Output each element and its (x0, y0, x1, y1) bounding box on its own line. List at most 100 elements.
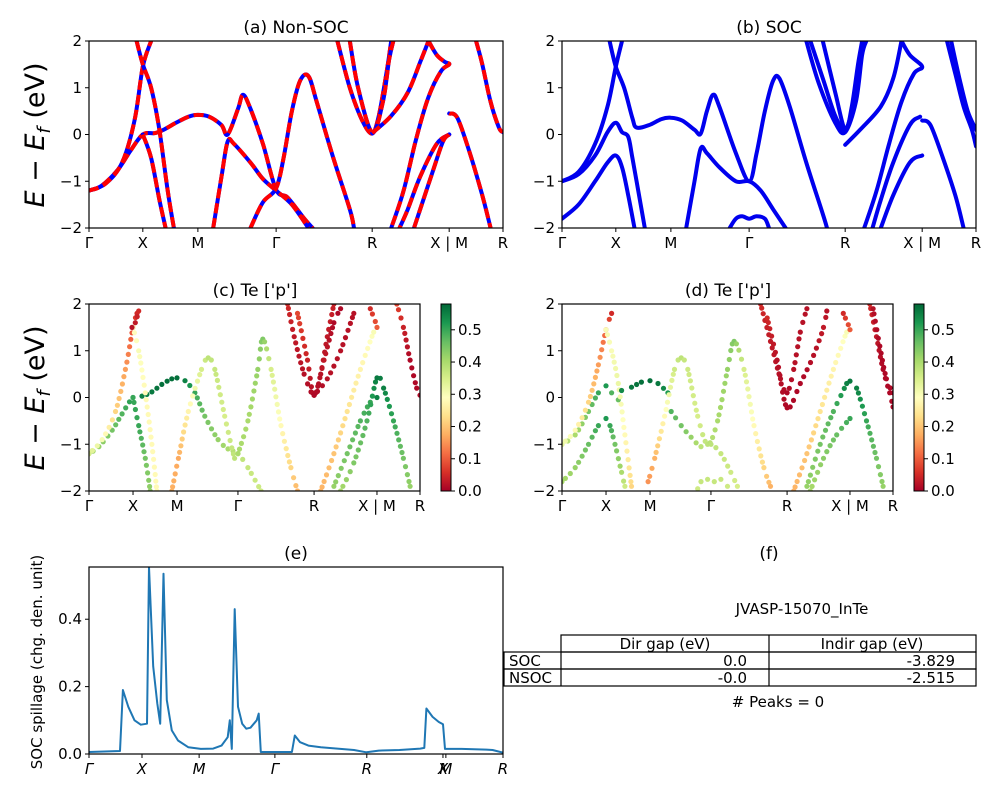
panel-c-band-6-point (216, 384, 222, 390)
panel-d-band-6-point (666, 392, 672, 398)
panel-d-band-12-point (828, 415, 834, 421)
panel-c-band-10-point (351, 387, 357, 393)
panel-d-band-12-point (815, 448, 821, 454)
panel-d-band-6-point (766, 479, 772, 485)
panel-c-band-6-point (230, 451, 236, 457)
panel-c-band-6-point (192, 385, 198, 391)
panel-c-band-12-point (364, 418, 370, 424)
panel-d-band-14-point (857, 396, 863, 402)
panel-c-xtick-label: Γ (234, 497, 243, 515)
panel-c-points (89, 304, 420, 491)
panel-d-band-13-point (818, 462, 824, 468)
panel-d-band-13-point (843, 419, 850, 426)
panel-d-band-6-point (653, 449, 659, 455)
panel-c-band-8-point (307, 375, 313, 381)
panel-c-band-6-point (172, 471, 178, 477)
panel-d-band-7-point (721, 456, 727, 462)
panel-d-band-3-point (567, 433, 573, 440)
panel-b-band-16-line (949, 41, 976, 132)
panel-d-band-14-point (854, 385, 860, 391)
panel-c-band-6-point (273, 394, 279, 400)
panel-c-band-6-point (255, 366, 261, 372)
panel-d-band-10-point (777, 372, 783, 378)
panel-b-xtick-label: X | M (903, 234, 941, 252)
panel-c-band-13-point (398, 315, 404, 321)
panel-d-band-6-point (723, 373, 729, 379)
panel-c-band-7-point (329, 311, 335, 318)
panel-d-band-9-point (792, 360, 798, 366)
panel-c-band-12-point (407, 483, 413, 489)
panel-c-band-1-point (220, 442, 226, 448)
panel-c-band-6-point (283, 446, 289, 452)
panel-d-ytick-label: −2 (533, 482, 555, 500)
panel-c-band-8-point (319, 365, 325, 371)
panel-c-band-6-point (272, 386, 278, 392)
panel-c-band-10-point (333, 444, 339, 450)
panel-c-band-10-point (367, 339, 373, 345)
panel-d-band-15-point (889, 398, 893, 404)
panel-a-title: (a) Non-SOC (243, 18, 348, 38)
panel-c-band-4-point (147, 483, 153, 490)
panel-c-ytick-label: −2 (60, 482, 82, 500)
panel-c-band-2-point (119, 381, 125, 387)
panel-c-band-6-point (280, 431, 286, 437)
panel-c-band-2-point (128, 336, 134, 342)
panel-c-band-6-point (248, 404, 254, 410)
panel-d-band-6-point (717, 404, 724, 411)
panel-d-te-p-projection: −2 −1 0 1 2 Γ X M Γ R X | M R 0.0 0.1 0.2 0.3 0.4 0.5 (533, 295, 955, 515)
panel-d-ytick-label: −1 (533, 435, 555, 453)
panel-d-band-16-point (882, 370, 888, 377)
panel-d-band-13-point (847, 415, 853, 422)
panel-c-band-12-point (404, 472, 410, 478)
panel-c-band-10-point (340, 423, 346, 429)
panel-d-band-6-point (645, 479, 651, 485)
panel-d-band-4-point (613, 365, 619, 372)
panel-c-band-8-point (298, 328, 304, 334)
panel-d-band-10-point (772, 349, 779, 355)
panel-d-band-6-point (742, 372, 748, 378)
panel-d-band-16-point (887, 385, 893, 391)
panel-d-band-6-point (748, 409, 755, 415)
panel-d-band-13-point (839, 425, 845, 431)
panel-d-band-1-point (595, 390, 602, 396)
panel-c-band-4-point (130, 394, 136, 401)
panel-c-band-6-point (208, 357, 214, 363)
panel-c-band-12-point (377, 375, 383, 381)
panel-d-band-7-point (693, 440, 699, 446)
panel-d-band-2-point (615, 456, 622, 462)
panel-d-band-3-point (606, 316, 612, 322)
panel-d-band-6-point (664, 399, 671, 405)
panel-c-band-10-point (321, 478, 327, 485)
panel-c-band-1-point (197, 401, 203, 407)
panel-d-band-7-point (728, 469, 734, 475)
panel-c-band-8-point (324, 344, 330, 350)
panel-c-band-7-point (294, 346, 300, 353)
panel-c-band-7-point (299, 366, 306, 372)
panel-d-band-10-point (781, 396, 787, 402)
panel-c-band-5-point (136, 308, 142, 314)
panel-c-band-12-point (372, 379, 379, 385)
panel-c-colorbar-tick-label: 0.2 (458, 418, 482, 436)
panel-e-xtick-label: Γ (271, 760, 281, 778)
panel-c-band-9-point (345, 327, 351, 333)
panel-d-band-12-point (810, 464, 816, 470)
panel-c-band-1-point (199, 407, 205, 413)
panel-c-band-12-point (384, 396, 390, 402)
panel-b-band-3-line (607, 41, 829, 228)
panel-d-band-10-point (801, 374, 807, 380)
panel-b-xtick-label: R (840, 234, 850, 252)
panel-d-band-6-point (741, 366, 747, 372)
panel-d-band-7-point (718, 451, 724, 457)
panel-d-band-4-point (619, 409, 625, 415)
panel-c-band-13-point (412, 380, 418, 386)
panel-c-band-12-point (362, 425, 368, 431)
panel-c-band-12-point (358, 440, 364, 446)
panel-d-band-7-point (708, 441, 714, 447)
panel-c-band-4-point (134, 415, 140, 421)
panel-d-band-6-point (700, 432, 706, 438)
panel-d-xtick-label: X | M (831, 497, 869, 515)
panel-c-band-3-point (140, 374, 146, 380)
panel-a-ytick-label: 0 (72, 126, 82, 144)
panel-d-band-5-point (628, 384, 635, 390)
panel-e-xtick-label: X (136, 760, 148, 778)
